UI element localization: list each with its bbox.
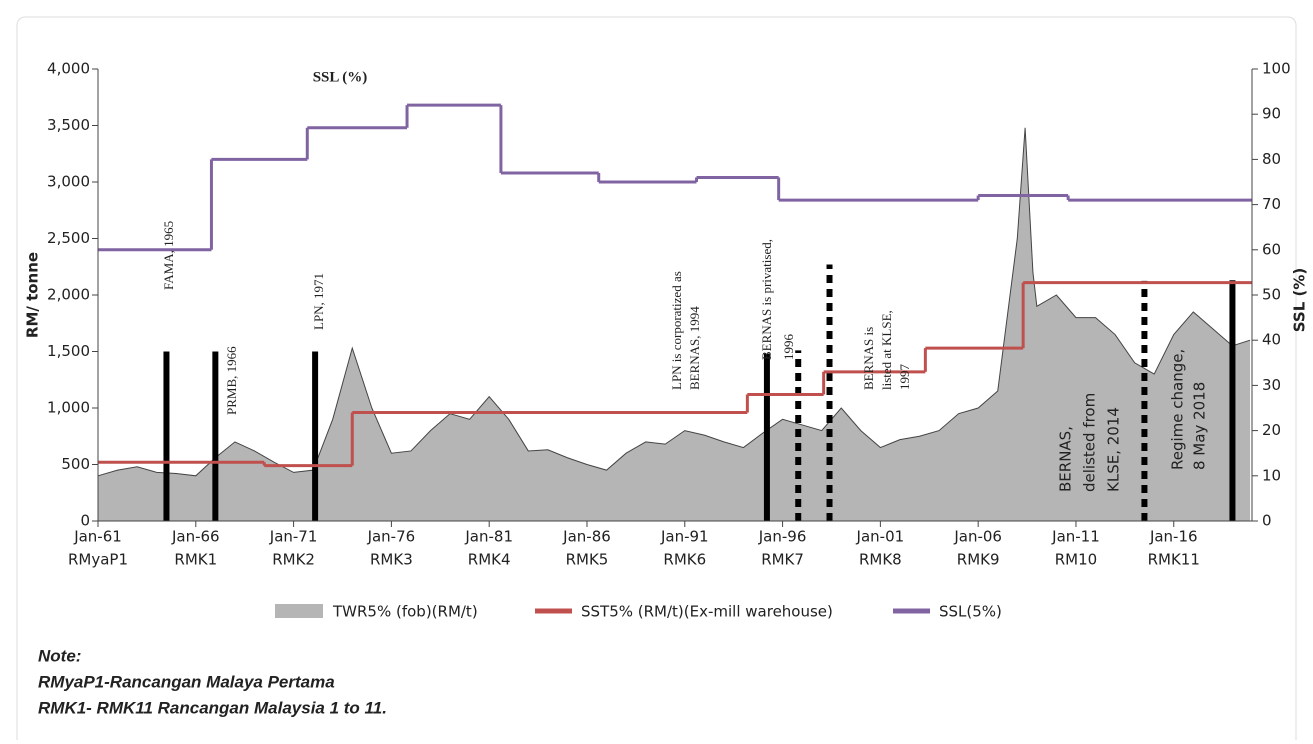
event-label: FAMA, 1965 [161,221,176,290]
y-tick-label: 0 [80,512,90,530]
y2-axis-title: SSL (%) [1291,268,1309,332]
event-label: 8 May 2018 [1191,382,1209,470]
x-tick-label: Jan-91 [660,528,709,546]
x-sublabel: RMK11 [1148,551,1200,569]
event-label: LPN, 1971 [311,273,326,330]
legend-label: TWR5% (fob)(RM/t) [332,603,478,621]
y2-tick-label: 90 [1262,105,1281,123]
x-tick-label: Jan-81 [464,528,513,546]
event-label: listed at KLSE, [879,310,894,390]
note: Note: [38,646,81,665]
x-sublabel: RMK6 [663,551,706,569]
note: RMK1- RMK11 Rancangan Malaysia 1 to 11. [38,698,387,717]
event-label: BERNAS is privatised, [759,239,774,360]
y-tick-label: 1,500 [47,342,90,360]
event-label: PRMB, 1966 [224,346,239,415]
x-tick-label: Jan-86 [562,528,611,546]
y2-tick-label: 30 [1262,376,1281,394]
y2-tick-label: 50 [1262,286,1281,304]
y-tick-label: 1,000 [47,399,90,417]
y-tick-label: 3,000 [47,173,90,191]
y2-tick-label: 60 [1262,240,1281,258]
event-label: BERNAS, [1057,426,1075,492]
x-tick-label: Jan-06 [953,528,1002,546]
event-label: 1997 [897,364,912,391]
x-sublabel: RMK8 [859,551,902,569]
x-sublabel: RMK7 [761,551,804,569]
x-tick-label: Jan-96 [758,528,807,546]
y-tick-label: 4,000 [47,60,90,78]
event-label: KLSE, 2014 [1105,407,1123,492]
y2-tick-label: 40 [1262,331,1281,349]
y2-tick-label: 10 [1262,466,1281,484]
event-label: Regime change, [1169,349,1187,470]
x-tick-label: Jan-71 [269,528,318,546]
x-sublabel: RMyaP1 [68,551,128,569]
annotation: SSL (%) [313,69,368,85]
x-tick-label: Jan-11 [1051,528,1100,546]
x-tick-label: Jan-76 [367,528,416,546]
y-tick-label: 2,000 [47,286,90,304]
x-sublabel: RMK4 [468,551,511,569]
area [98,127,1251,521]
y-tick-label: 2,500 [47,229,90,247]
y2-tick-label: 20 [1262,421,1281,439]
x-sublabel: RMK5 [566,551,609,569]
x-tick-label: Jan-61 [73,528,122,546]
legend-swatch [275,604,323,618]
event-label: BERNAS, 1994 [687,306,702,390]
x-sublabel: RMK9 [957,551,1000,569]
y2-tick-label: 70 [1262,195,1281,213]
legend-label: SST5% (RM/t)(Ex-mill warehouse) [581,603,833,621]
event-label: 1996 [781,334,796,361]
event-label: BERNAS is [861,327,876,390]
x-sublabel: RMK3 [370,551,413,569]
area-outline [97,127,1251,477]
y-axis-title: RM/ tonne [24,252,42,338]
frame [16,16,1297,744]
x-tick-label: Jan-66 [171,528,220,546]
event-label: LPN is corporatized as [669,271,684,390]
y2-tick-label: 0 [1262,512,1272,530]
event-label: delisted from [1081,393,1099,492]
x-tick-label: Jan-01 [856,528,905,546]
legend-label: SSL(5%) [939,603,1002,621]
x-tick-label: Jan-16 [1149,528,1198,546]
y-tick-label: 500 [61,455,90,473]
x-sublabel: RMK2 [272,551,315,569]
y-tick-label: 3,500 [47,116,90,134]
y2-tick-label: 80 [1262,150,1281,168]
note: RMyaP1-Rancangan Malaya Pertama [38,672,335,691]
y2-tick-label: 100 [1262,60,1291,78]
x-sublabel: RMK1 [174,551,217,569]
x-sublabel: RM10 [1055,551,1097,569]
